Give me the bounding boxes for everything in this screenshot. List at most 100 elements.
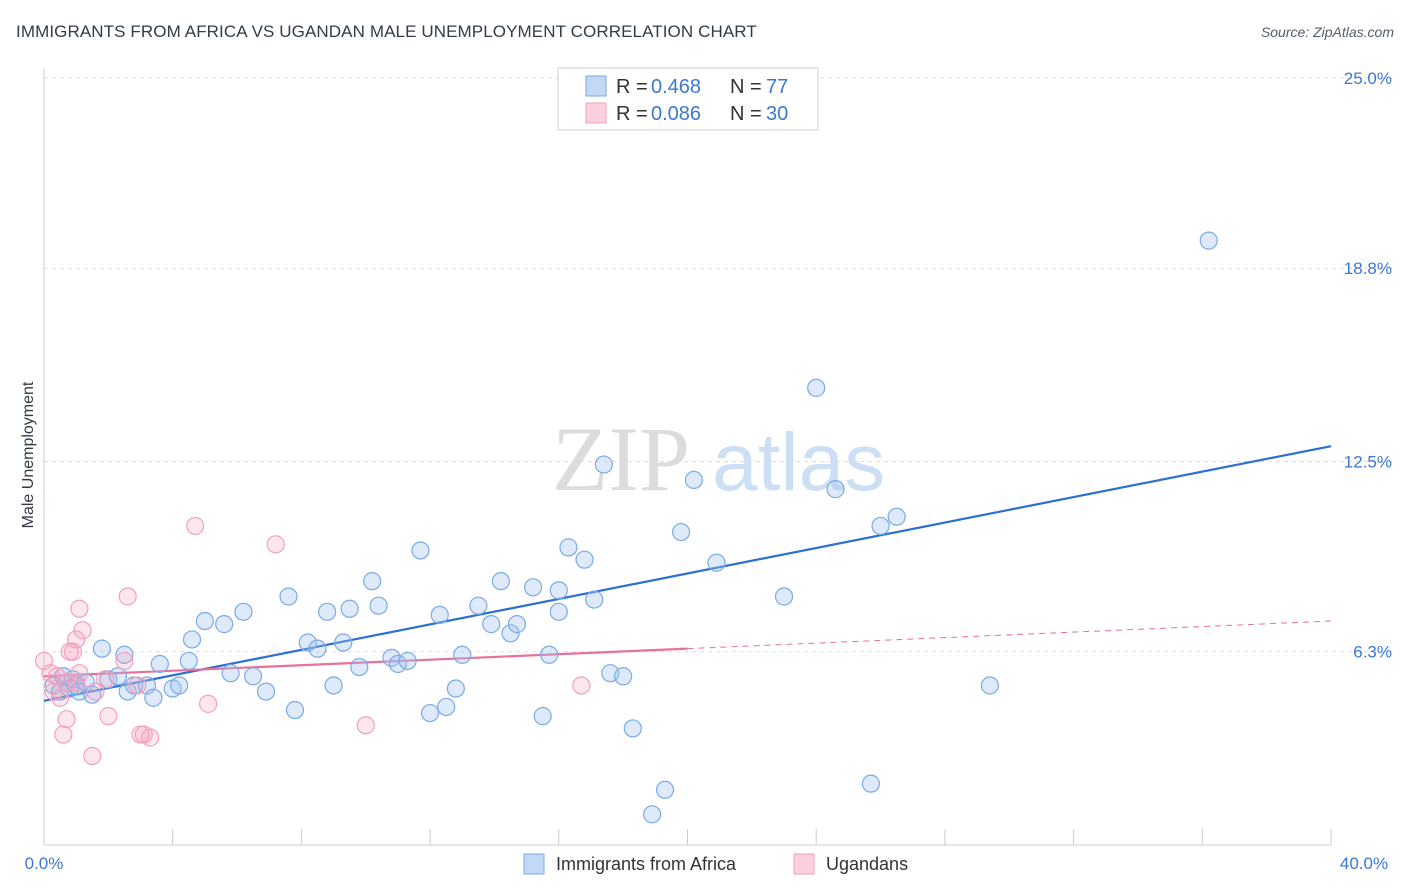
africa-point-51	[491, 572, 510, 591]
legend-swatch-ugandans	[585, 102, 607, 124]
africa-point-37	[350, 657, 369, 677]
africa-point-78	[980, 676, 1000, 695]
africa-point-49	[469, 596, 488, 615]
africa-point-66	[623, 719, 642, 738]
ugandans-point-19	[115, 651, 134, 671]
legend-n-label-ugandans: N =	[730, 103, 762, 125]
africa-point-35	[334, 633, 353, 652]
ugandans-point-18	[99, 707, 118, 726]
africa-point-50	[482, 615, 501, 634]
ugandans-point-27	[266, 535, 285, 554]
ugandans-point-24	[141, 728, 160, 747]
legend-n-value-africa: 77	[766, 76, 788, 98]
africa-point-23	[195, 611, 214, 631]
ugandans-point-15	[83, 746, 102, 766]
africa-point-44	[421, 703, 440, 723]
ugandans-point-13	[70, 599, 89, 618]
africa-point-28	[256, 682, 276, 701]
africa-point-10	[92, 639, 112, 658]
africa-point-59	[559, 538, 578, 557]
legend-swatch-africa	[585, 75, 607, 97]
africa-point-27	[244, 667, 263, 686]
africa-point-55	[533, 707, 552, 726]
africa-point-17	[144, 688, 163, 707]
africa-point-56	[540, 645, 559, 664]
africa-point-34	[324, 676, 343, 695]
africa-trend-line	[43, 445, 1332, 702]
africa-point-57	[549, 602, 568, 621]
africa-point-30	[285, 700, 305, 720]
data-points	[34, 108, 1218, 824]
africa-point-13	[115, 645, 134, 664]
africa-point-53	[507, 615, 527, 634]
africa-point-43	[411, 541, 430, 560]
legend-n-label-africa: N =	[730, 76, 762, 98]
y-axis-title: Male Unemployment	[20, 381, 37, 528]
africa-point-26	[234, 602, 253, 621]
ugandans-point-4	[50, 688, 70, 707]
legend-r-value-africa: 0.468	[651, 76, 701, 98]
ugandans-point-20	[118, 587, 137, 606]
y-tick-label-0: 6.3%	[1353, 643, 1392, 662]
ugandans-point-12	[70, 664, 89, 683]
y-tick-label-3: 25.0%	[1344, 69, 1392, 88]
ugandans-point-17	[96, 670, 115, 689]
africa-point-24	[215, 615, 234, 634]
ugandans-point-7	[57, 710, 76, 729]
ugandans-point-14	[73, 621, 92, 640]
x-tick-label-0: 0.0%	[25, 854, 64, 873]
africa-point-31	[298, 633, 317, 652]
tick-labels: 6.3% 12.5% 18.8% 25.0% 0.0% 40.0%	[25, 69, 1392, 873]
legend-n-value-ugandans: 30	[766, 103, 788, 125]
y-tick-label-2: 18.8%	[1344, 259, 1392, 278]
legend-r-label-africa: R =	[616, 76, 648, 98]
africa-point-22	[182, 630, 202, 649]
africa-point-29	[279, 587, 298, 606]
series-legend-label-ugandans: Ugandans	[826, 854, 908, 874]
watermark-zip: ZIP	[552, 408, 690, 510]
africa-point-46	[437, 697, 456, 717]
ugandans-point-21	[128, 676, 147, 695]
legend-r-label-ugandans: R =	[616, 103, 648, 125]
africa-point-75	[861, 774, 880, 793]
africa-point-68	[655, 780, 675, 799]
africa-point-76	[871, 516, 890, 536]
africa-point-71	[707, 553, 726, 572]
series-legend-label-africa: Immigrants from Africa	[556, 854, 737, 874]
ugandans-trend-extension	[687, 620, 1332, 650]
ugandans-point-3	[47, 667, 66, 686]
ugandans-point-6	[57, 673, 76, 692]
africa-point-32	[308, 639, 327, 658]
legend-r-value-ugandans: 0.086	[651, 103, 701, 125]
chart-title: IMMIGRANTS FROM AFRICA VS UGANDAN MALE U…	[16, 22, 757, 41]
africa-point-77	[887, 507, 906, 526]
africa-point-62	[585, 590, 604, 609]
ugandans-point-11	[67, 630, 86, 649]
y-tick-label-1: 12.5%	[1344, 453, 1392, 472]
ugandans-point-29	[572, 676, 591, 695]
series-legend-swatch-ugandans	[793, 853, 815, 875]
africa-point-9	[83, 685, 102, 704]
africa-point-48	[453, 645, 472, 664]
series-legend-swatch-africa	[523, 853, 545, 875]
ugandans-point-16	[86, 682, 105, 701]
africa-point-52	[501, 624, 520, 643]
ugandans-point-5	[54, 725, 73, 744]
africa-point-39	[369, 596, 388, 615]
africa-point-36	[340, 599, 359, 618]
africa-point-70	[684, 470, 704, 490]
correlation-legend: R = 0.468 N = 77 R = 0.086 N = 30	[557, 67, 819, 131]
africa-point-72	[774, 587, 794, 606]
source-label: Source: ZipAtlas.com	[1260, 24, 1394, 40]
africa-point-61	[575, 550, 594, 569]
africa-point-20	[170, 676, 189, 695]
africa-point-42	[398, 651, 417, 671]
africa-point-65	[614, 667, 633, 686]
africa-point-38	[363, 572, 382, 591]
series-legend: Immigrants from Africa Ugandans	[523, 853, 908, 875]
africa-point-54	[523, 578, 543, 597]
ugandans-point-28	[356, 716, 375, 735]
ugandans-point-25	[186, 516, 205, 536]
africa-point-69	[671, 522, 691, 542]
